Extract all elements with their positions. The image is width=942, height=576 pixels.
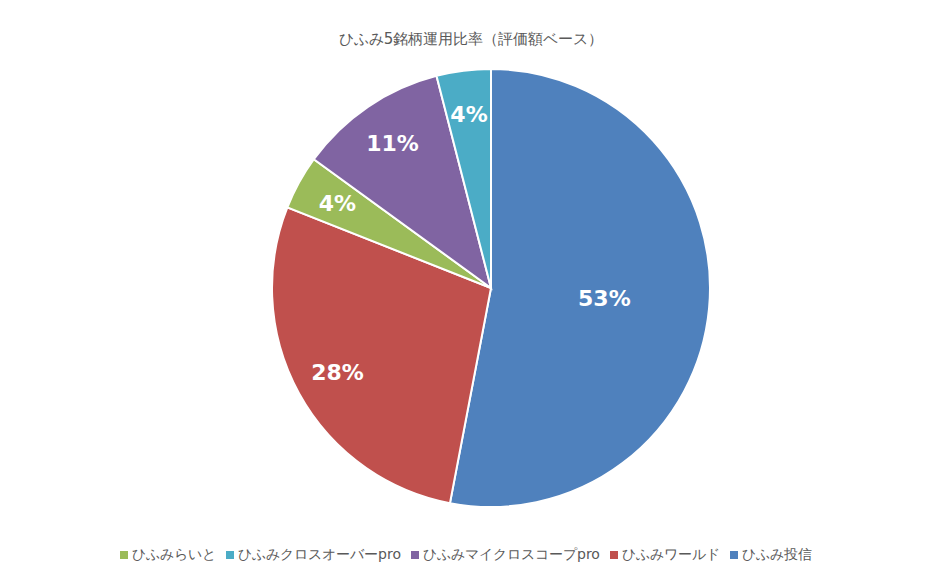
svg-text:11%: 11% [366, 131, 419, 156]
svg-text:28%: 28% [311, 360, 364, 385]
svg-text:4%: 4% [319, 191, 356, 216]
html-text:ひふみマイクロスコープpro: ひふみマイクロスコープpro [423, 546, 600, 562]
html-text:ひふみらいと: ひふみらいと [132, 546, 217, 562]
svg-text:53%: 53% [578, 286, 631, 311]
html-text:ひふみ5銘柄運用比率（評価額ベース）: ひふみ5銘柄運用比率（評価額ベース） [338, 30, 604, 48]
html-text:ひふみワールド: ひふみワールド [621, 546, 720, 562]
html-text:ひふみクロスオーバーpro: ひふみクロスオーバーpro [238, 546, 401, 562]
svg-text:4%: 4% [450, 102, 487, 127]
html-text:ひふみ投信: ひふみ投信 [741, 546, 812, 562]
